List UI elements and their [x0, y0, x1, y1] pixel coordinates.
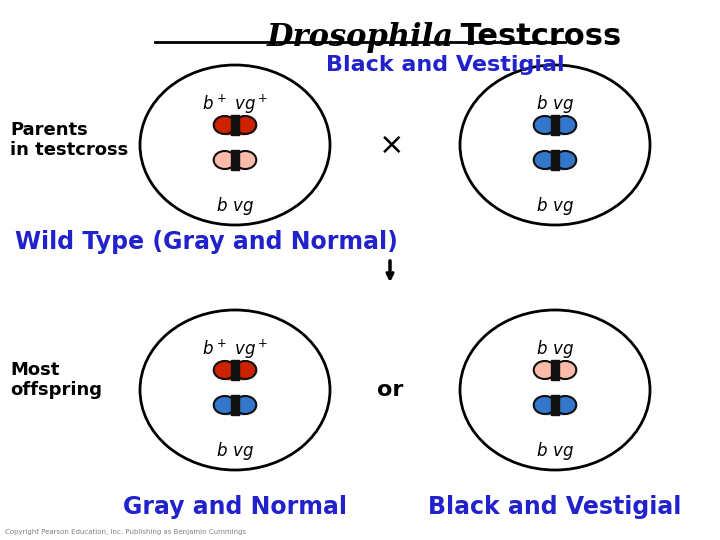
Ellipse shape — [234, 396, 256, 414]
Bar — [225, 361, 246, 379]
Bar — [551, 395, 559, 415]
Text: $b^+$ $vg^+$: $b^+$ $vg^+$ — [202, 338, 269, 361]
Ellipse shape — [214, 151, 235, 169]
Text: Parents
in testcross: Parents in testcross — [10, 120, 128, 159]
Bar — [545, 151, 565, 169]
Bar — [225, 396, 246, 414]
Text: Testcross: Testcross — [450, 22, 621, 51]
Bar — [231, 115, 239, 135]
Text: $b$ $vg$: $b$ $vg$ — [536, 93, 574, 115]
Text: Drosophila: Drosophila — [266, 22, 454, 53]
Bar — [231, 150, 239, 170]
Ellipse shape — [534, 396, 556, 414]
Bar — [551, 150, 559, 170]
Ellipse shape — [234, 151, 256, 169]
Text: $b$ $vg$: $b$ $vg$ — [536, 338, 574, 360]
Ellipse shape — [534, 151, 556, 169]
Bar — [231, 395, 239, 415]
Ellipse shape — [234, 361, 256, 379]
Text: or: or — [377, 380, 403, 400]
Ellipse shape — [554, 361, 576, 379]
Bar — [545, 396, 565, 414]
Ellipse shape — [554, 396, 576, 414]
Ellipse shape — [214, 396, 235, 414]
Ellipse shape — [214, 116, 235, 134]
Bar — [225, 151, 246, 169]
Text: Copyright Pearson Education, Inc. Publishing as Benjamin Cummings: Copyright Pearson Education, Inc. Publis… — [5, 529, 246, 535]
Text: Black and Vestigial: Black and Vestigial — [326, 55, 565, 75]
Text: $b^+$ $vg^+$: $b^+$ $vg^+$ — [202, 93, 269, 116]
Ellipse shape — [554, 151, 576, 169]
Text: $\times$: $\times$ — [378, 131, 402, 159]
Bar — [545, 361, 565, 379]
Bar — [225, 116, 246, 134]
Text: Gray and Normal: Gray and Normal — [123, 495, 347, 519]
Bar — [231, 360, 239, 380]
Ellipse shape — [534, 361, 556, 379]
Text: $b$ $vg$: $b$ $vg$ — [536, 195, 574, 217]
Bar — [551, 360, 559, 380]
Bar — [545, 116, 565, 134]
Bar — [551, 115, 559, 135]
Text: $b$ $vg$: $b$ $vg$ — [536, 440, 574, 462]
Text: Most
offspring: Most offspring — [10, 361, 102, 400]
Text: $b$ $vg$: $b$ $vg$ — [216, 440, 254, 462]
Ellipse shape — [534, 116, 556, 134]
Text: Wild Type (Gray and Normal): Wild Type (Gray and Normal) — [15, 230, 398, 254]
Text: $b$ $vg$: $b$ $vg$ — [216, 195, 254, 217]
Ellipse shape — [234, 116, 256, 134]
Ellipse shape — [554, 116, 576, 134]
Text: Black and Vestigial: Black and Vestigial — [428, 495, 682, 519]
Ellipse shape — [214, 361, 235, 379]
